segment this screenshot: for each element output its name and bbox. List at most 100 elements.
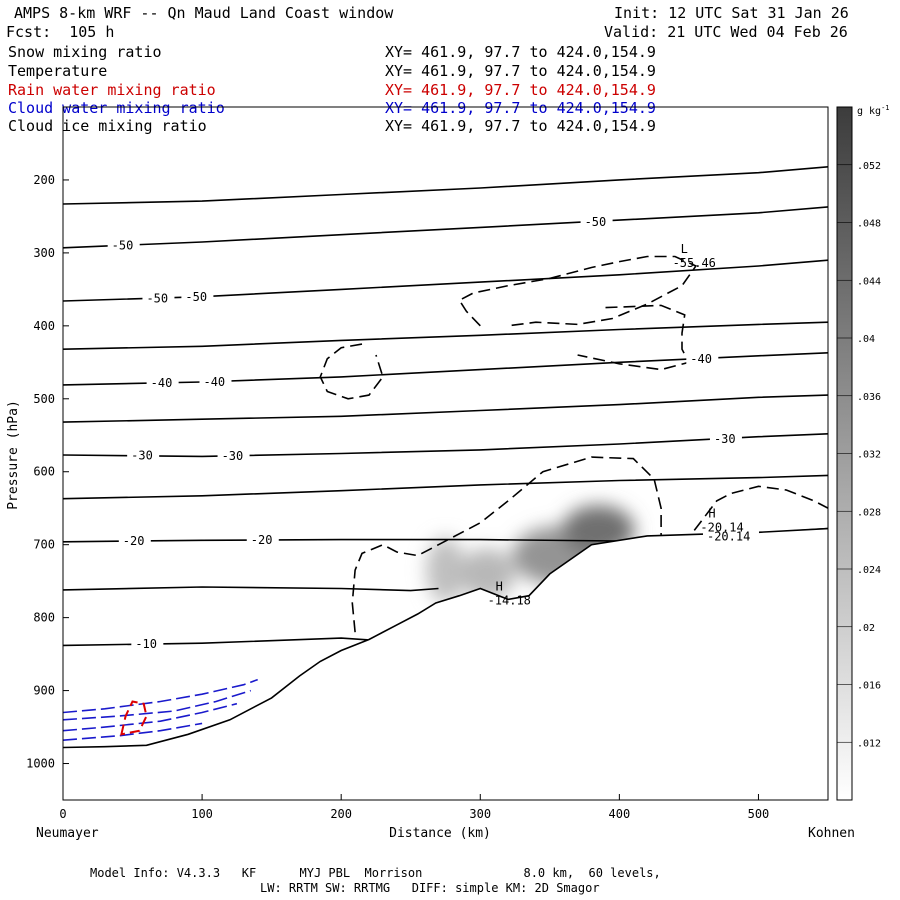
isotherm-label: -20 [123,534,145,548]
colorbar-tick-label: .024 [857,565,881,576]
contour-labels: -50 -50 -50 -50 -40 -40 -40 -30 -30 -30 -20 -20 -20.… [107,214,759,652]
field-xy-snow: XY= 461.9, 97.7 to 424.0,154.9 [385,43,656,61]
cloud-ice-contour-1 [319,343,384,400]
isotherm-7 [63,474,828,500]
isotherm-label: -30 [131,449,153,463]
y-tick-label: 300 [33,246,55,260]
y-tick-label: 600 [33,465,55,479]
extremum-symbol: H [496,580,503,594]
init-time: Init: 12 UTC Sat 31 Jan 26 [614,4,849,22]
isotherm-label-bg [580,214,613,229]
isotherm-label: -10 [135,637,157,651]
isotherm-label-bg [142,291,175,306]
isotherm-0 [63,166,828,205]
forecast-hour: Fcst: 105 h [6,23,115,41]
isotherm-label-bg [702,529,759,544]
isotherm-label-bg [246,533,279,548]
colorbar-tick-label: .016 [857,681,881,692]
y-tick-label: 500 [33,392,55,406]
field-xy-cloud-ice: XY= 461.9, 97.7 to 424.0,154.9 [385,117,656,135]
field-name-snow: Snow mixing ratio [8,43,162,61]
terrain-fill [63,528,828,800]
x-right-endpoint: Kohnen [808,826,855,841]
field-name-rain: Rain water mixing ratio [8,81,216,99]
isotherm-9 [63,586,439,592]
footer-model-info: Model Info: V4.3.3 KF MYJ PBL Morrison 8… [90,866,661,880]
colorbar-tick-label: .028 [857,507,881,518]
isotherm-label-bg [131,637,164,652]
colorbar: .012 .016 .02 .024 .028 .032 .036 .04 .044 .048 .0… [836,106,881,801]
isotherm-1 [63,206,828,249]
cloud-water-contour-3 [63,722,203,741]
isotherm-label-bg [199,374,232,389]
isotherm-label: -30 [714,432,736,446]
colorbar-tick-label: .048 [857,219,881,230]
cloud-water-contour-2 [63,702,238,732]
isotherm-label: -20 [251,533,273,547]
snow-blob-1 [459,548,516,600]
cloud-water-contours [63,678,258,741]
y-tick-label: 800 [33,611,55,625]
rain-water-contours [120,700,148,736]
isotherm-label-bg [686,351,719,366]
plot-frame [62,106,829,801]
colorbar-tick-label: .02 [857,623,875,634]
field-name-cloud-water: Cloud water mixing ratio [8,99,225,117]
chart-title: AMPS 8-km WRF -- Qn Maud Land Coast wind… [14,4,394,22]
x-axis-label: Distance (km) [389,826,491,841]
y-tick-label: 400 [33,319,55,333]
axes: 200 300 400 500 600 700 800 900 1000 0 100 200 300 40… [26,173,769,821]
rain-water-contour-0 [120,700,148,736]
colorbar-tick-label: .04 [857,334,875,345]
x-tick-label: 500 [748,807,770,821]
colorbar-tick-label: .052 [857,161,881,172]
cloud-water-contour-1 [63,689,252,721]
valid-time: Valid: 21 UTC Wed 04 Feb 26 [604,23,848,41]
isotherm-label-bg [107,238,140,253]
terrain-line [63,527,828,749]
snow-blob-0 [426,537,465,604]
isotherm-6 [63,433,828,458]
colorbar-tick-label: .044 [857,276,881,287]
x-tick-label: 200 [330,807,352,821]
field-name-temperature: Temperature [8,62,108,80]
isotherm-label-bg [709,432,742,447]
footer-physics-info: LW: RRTM SW: RRTMG DIFF: simple KM: 2D S… [260,881,600,895]
isotherm-label-bg [217,449,250,464]
terrain-profile [63,527,828,800]
isotherm-label-bg [181,290,214,305]
colorbar-tick-label: .012 [857,738,881,749]
x-tick-label: 0 [59,807,66,821]
colorbar-unit: g kg-1 [857,104,890,117]
x-left-endpoint: Neumayer [36,826,99,841]
isotherm-5 [63,394,828,423]
y-tick-label: 1000 [26,757,55,771]
field-xy-cloud-water: XY= 461.9, 97.7 to 424.0,154.9 [385,99,656,117]
field-name-cloud-ice: Cloud ice mixing ratio [8,117,207,135]
isotherm-label: -50 [585,215,607,229]
isotherm-label: -40 [690,352,712,366]
extrema-markers: L-55.46H-20.14H-14.18 [488,242,744,608]
cloud-water-contour-0 [63,678,258,714]
extremum-value: -55.46 [673,256,716,270]
cloud-ice-contour-3 [577,304,691,371]
isotherm-label-bg [127,448,160,463]
y-axis-label: Pressure (hPa) [6,400,21,510]
cloud-ice-contour-0 [458,255,698,327]
field-xy-rain: XY= 461.9, 97.7 to 424.0,154.9 [385,81,656,99]
isotherm-label: -50 [185,290,207,304]
isotherm-label: -20.14 [707,529,750,543]
isotherm-label-bg [146,376,179,391]
x-tick-label: 300 [469,807,491,821]
x-tick-label: 100 [191,807,213,821]
extremum-value: -20.14 [700,521,743,535]
isotherm-label: -40 [203,375,225,389]
colorbar-tick-label: .036 [857,392,881,403]
cloud-ice-contours [319,255,828,633]
field-xy-temperature: XY= 461.9, 97.7 to 424.0,154.9 [385,62,656,80]
cloud-ice-contour-2 [351,456,828,633]
isotherm-3 [63,321,828,350]
extremum-symbol: H [708,507,715,521]
y-tick-label: 900 [33,684,55,698]
